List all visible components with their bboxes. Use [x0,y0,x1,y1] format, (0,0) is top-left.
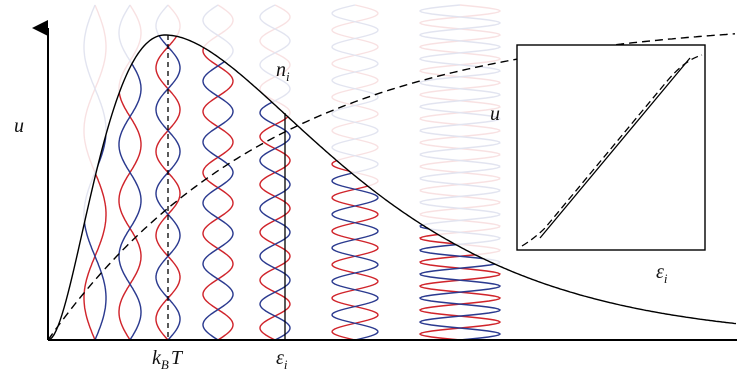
inset-dashed [521,54,703,247]
energy-main: ε [276,347,284,369]
energy-label: εi [276,347,288,372]
inset-x-label: εi [656,261,668,286]
wave [202,35,234,340]
kbt-main: k [152,347,162,369]
wave [202,35,234,340]
inset-y-label: u [490,103,500,125]
inset-box [516,44,706,251]
kbt-sub: B [161,357,169,372]
inset-x-main: ε [656,261,664,283]
wave [202,4,234,341]
energy-sub: i [284,357,288,372]
wave [202,4,234,341]
mode-main: n [276,59,286,81]
inset-x-sub: i [664,271,668,286]
mode-sub: i [286,69,290,84]
inset-line [539,57,691,239]
wave [83,4,107,341]
y-axis-label: u [14,115,24,137]
dashed-curve [47,33,736,341]
kbt-label: kB T [152,347,184,372]
kbt-tail: T [171,347,184,369]
distribution-curve [47,34,737,341]
mode-label: ni [276,59,290,84]
